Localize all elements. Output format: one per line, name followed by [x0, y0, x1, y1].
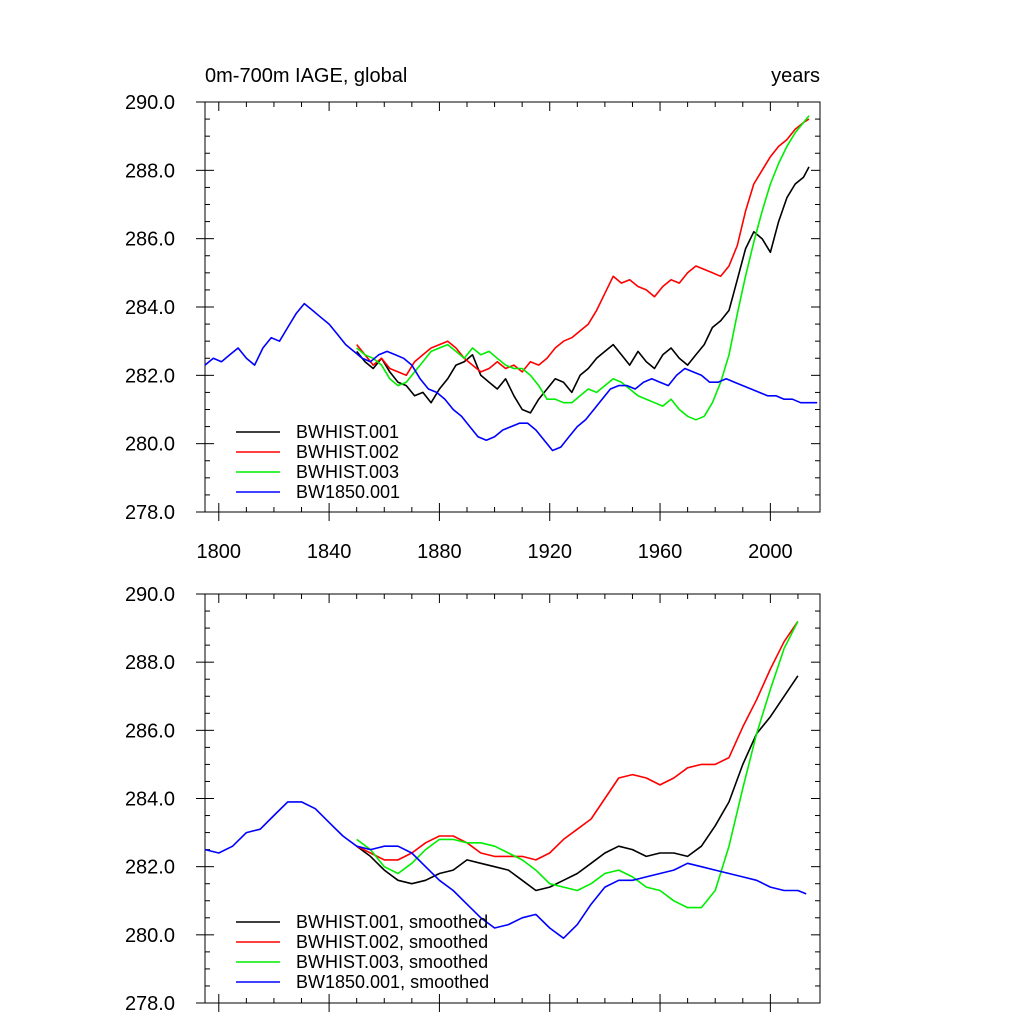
legend-label: BW1850.001, smoothed: [296, 972, 489, 992]
y-tick-label: 280.0: [125, 434, 175, 456]
legend-label: BWHIST.001: [296, 422, 399, 442]
series-line-1: [356, 166, 810, 414]
x-tick-label: 1960: [638, 541, 683, 563]
panel-2: 278.0 280.0 282.0 284.0 286.0 288.0 290.0 BWHIS…: [125, 584, 821, 1015]
series-line-2: [356, 620, 799, 861]
legend-label: BWHIST.002: [296, 442, 399, 462]
units-label: years: [771, 65, 820, 87]
series-line-3: [356, 620, 799, 909]
chart-title: 0m-700m IAGE, global: [205, 65, 407, 87]
y-tick-label: 286.0: [125, 229, 175, 251]
legend-label: BWHIST.003: [296, 462, 399, 482]
series-line-2: [356, 118, 810, 377]
y-tick-label: 284.0: [125, 297, 175, 319]
y-tick-label: 278.0: [125, 993, 175, 1015]
y-tick-label: 278.0: [125, 502, 175, 524]
y-tick-label: 288.0: [125, 652, 175, 674]
series-line-4: [204, 302, 818, 452]
y-tick-label: 284.0: [125, 789, 175, 811]
x-tick-label: 2000: [748, 541, 793, 563]
series-line-4: [204, 801, 807, 940]
x-tick-label: 1880: [417, 541, 462, 563]
y-tick-label: 288.0: [125, 160, 175, 182]
series-line-1: [356, 675, 799, 892]
y-tick-label: 286.0: [125, 720, 175, 742]
series-line-3: [356, 115, 810, 421]
legend-label: BWHIST.001, smoothed: [296, 912, 488, 932]
legend-label: BWHIST.003, smoothed: [296, 952, 488, 972]
y-tick-label: 290.0: [125, 92, 175, 114]
legend-label: BWHIST.002, smoothed: [296, 932, 488, 952]
x-tick-label: 1920: [527, 541, 572, 563]
y-tick-label: 280.0: [125, 925, 175, 947]
legend-label: BW1850.001: [296, 482, 400, 502]
x-tick-label: 1840: [307, 541, 352, 563]
panel-1: 278.0 280.0 282.0 284.0 286.0 288.0 290.0 1800 1…: [125, 65, 821, 563]
y-tick-label: 282.0: [125, 365, 175, 387]
y-tick-label: 282.0: [125, 857, 175, 879]
x-tick-label: 1800: [197, 541, 242, 563]
y-tick-label: 290.0: [125, 584, 175, 606]
